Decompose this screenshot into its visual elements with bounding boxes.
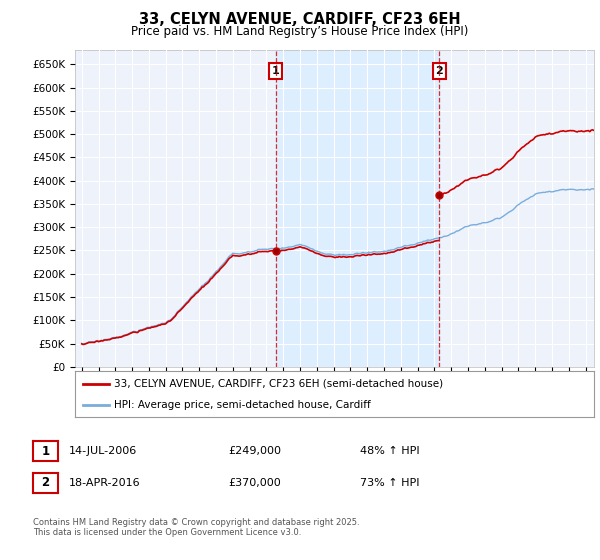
Text: £249,000: £249,000: [228, 446, 281, 456]
Text: Contains HM Land Registry data © Crown copyright and database right 2025.
This d: Contains HM Land Registry data © Crown c…: [33, 518, 359, 538]
Text: HPI: Average price, semi-detached house, Cardiff: HPI: Average price, semi-detached house,…: [114, 400, 371, 410]
Text: 48% ↑ HPI: 48% ↑ HPI: [360, 446, 419, 456]
Text: 33, CELYN AVENUE, CARDIFF, CF23 6EH: 33, CELYN AVENUE, CARDIFF, CF23 6EH: [139, 12, 461, 27]
Text: £370,000: £370,000: [228, 478, 281, 488]
Text: 2: 2: [436, 66, 443, 76]
Bar: [275, 50, 439, 367]
Text: 1: 1: [272, 66, 280, 76]
Text: 73% ↑ HPI: 73% ↑ HPI: [360, 478, 419, 488]
Text: 1: 1: [41, 445, 50, 458]
Text: 14-JUL-2006: 14-JUL-2006: [69, 446, 137, 456]
Text: 2: 2: [41, 476, 50, 489]
Text: 33, CELYN AVENUE, CARDIFF, CF23 6EH (semi-detached house): 33, CELYN AVENUE, CARDIFF, CF23 6EH (sem…: [114, 379, 443, 389]
Text: Price paid vs. HM Land Registry’s House Price Index (HPI): Price paid vs. HM Land Registry’s House …: [131, 25, 469, 38]
Text: 18-APR-2016: 18-APR-2016: [69, 478, 140, 488]
